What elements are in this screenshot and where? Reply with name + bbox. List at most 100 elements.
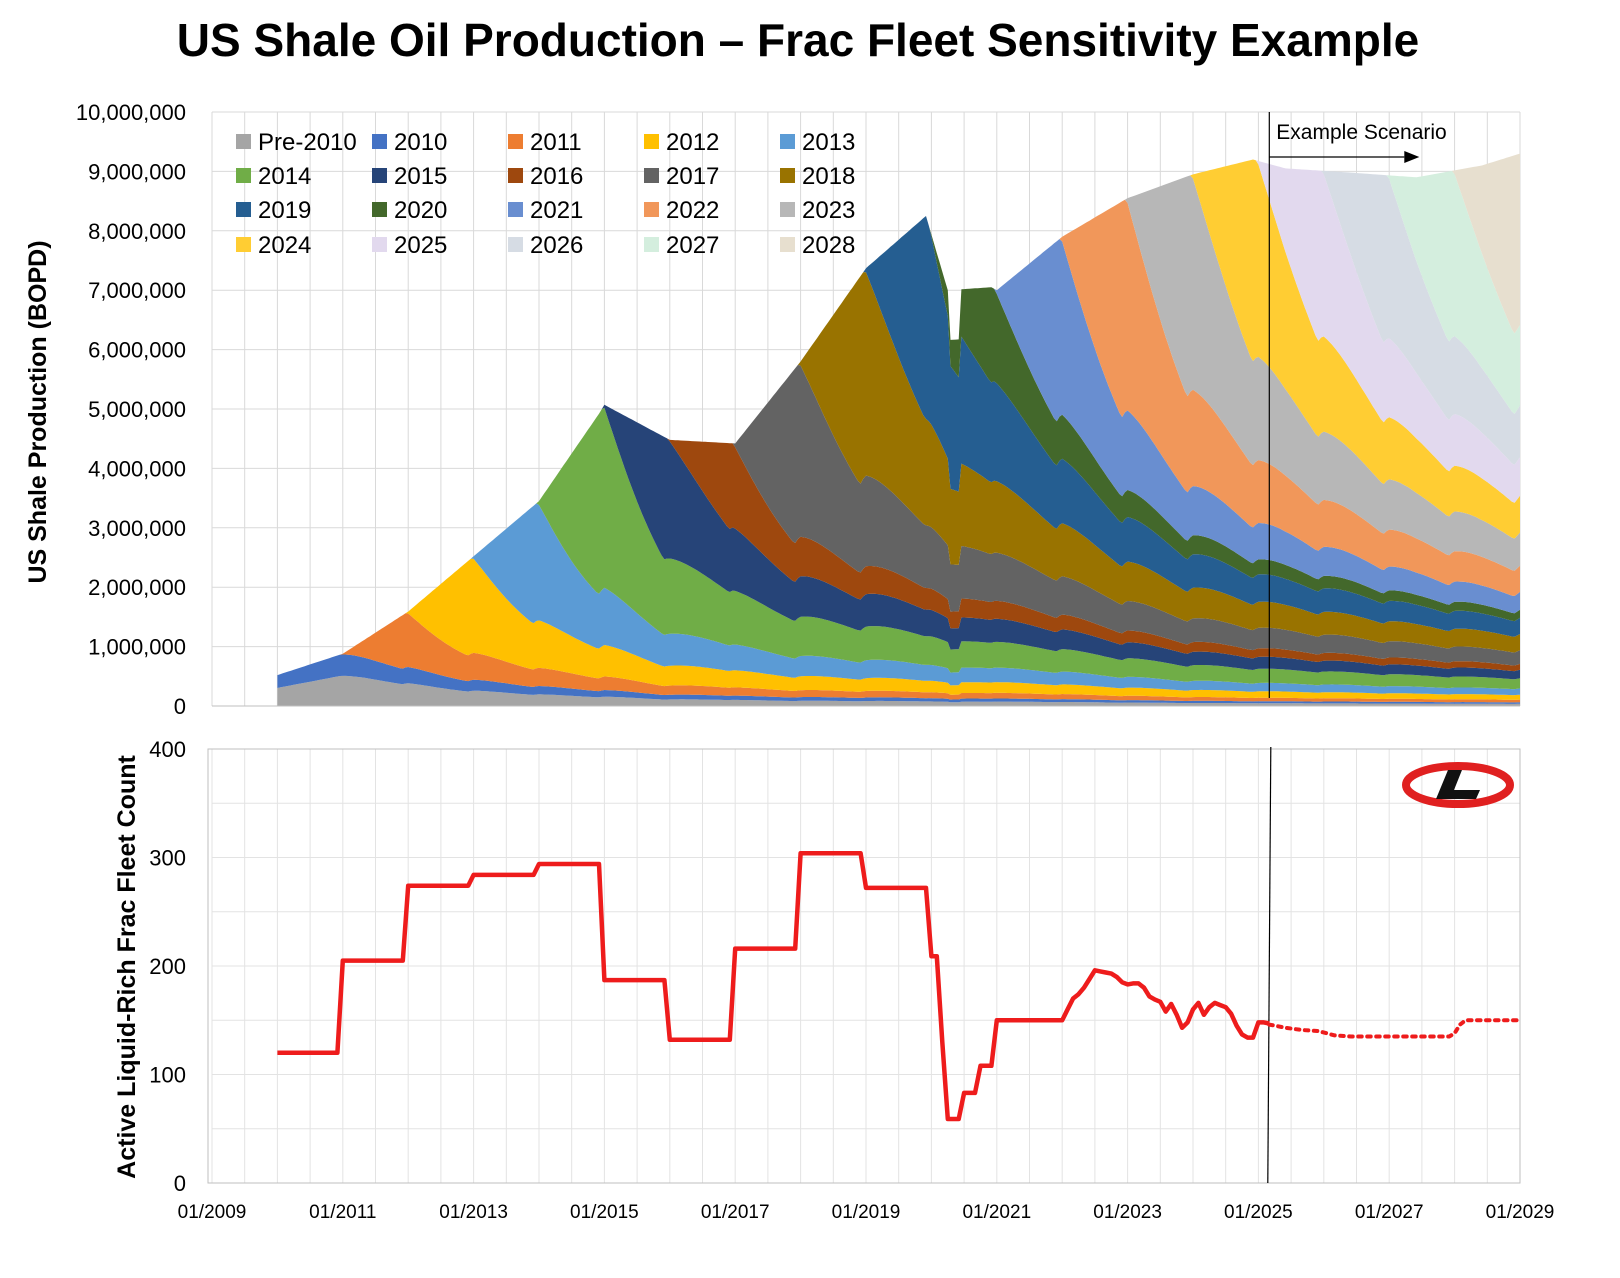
y-tick-label: 8,000,000 [88,219,186,244]
legend-entry-2026: 2026 [508,232,583,259]
scenario-divider-bottom [1267,746,1272,1184]
legend-label: 2021 [530,197,583,224]
y-tick-label: 10,000,000 [76,100,186,125]
legend-swatch [236,134,251,149]
legend-label: 2016 [530,163,583,190]
legend-entry-2027: 2027 [644,232,719,259]
legend-label: 2023 [802,197,855,224]
legend-label: Pre-2010 [258,129,357,156]
production-panel: 0 1,000,000 2,000,000 3,000,000 4,000,000 5,0… [24,100,1521,719]
area-cohort-2023 [277,175,1520,676]
legend-entry-2011: 2011 [508,129,582,156]
x-tick-label: 01/2021 [962,1202,1031,1223]
x-tick-label: 01/2023 [1093,1202,1162,1223]
legend-swatch [508,202,523,217]
fleet-x-tick-labels: 01/2009 01/2011 01/2013 01/2015 01/2017 01/20… [178,1202,1555,1223]
scenario-arrow-icon [1269,151,1420,163]
production-legend: Pre-2010 2010 2011 2012 2013 2014 2015 2016 2017… [236,129,855,259]
y-tick-label: 2,000,000 [88,575,186,600]
x-tick-label: 01/2019 [832,1202,901,1223]
y-tick-label: 200 [149,954,186,979]
legend-entry-2015: 2015 [372,163,447,190]
scenario-annotation: Example Scenario [1276,121,1446,144]
fleet-line-historical [277,850,1270,1122]
y-tick-label: 300 [149,846,186,871]
legend-label: 2015 [394,163,447,190]
legend-swatch [508,168,523,183]
legend-swatch [372,237,387,252]
legend-entry-2024: 2024 [236,232,311,259]
area-cohort-2010 [277,654,1520,704]
area-cohort-2013 [277,503,1520,696]
legend-entry-2022: 2022 [644,197,719,224]
legend-label: 2026 [530,232,583,259]
legend-swatch [780,168,795,183]
area-cohort-2019 [277,216,1520,676]
area-cohort-pre-2010 [277,675,1520,706]
legend-label: 2018 [802,163,855,190]
legend-swatch [644,202,659,217]
logo-letter-icon [1436,770,1480,799]
production-stacked-areas [212,153,1520,707]
legend-swatch [644,168,659,183]
y-tick-label: 9,000,000 [88,159,186,184]
x-tick-label: 01/2009 [178,1202,247,1223]
legend-label: 2028 [802,232,855,259]
legend-swatch [372,134,387,149]
area-cohort-2012 [277,558,1520,700]
legend-swatch [780,237,795,252]
x-tick-label: 01/2027 [1355,1202,1424,1223]
fleet-y-tick-labels: 0 100 200 300 400 [149,737,186,1196]
legend-swatch [508,237,523,252]
legend-entry-pre-2010: Pre-2010 [236,129,357,156]
legend-label: 2027 [666,232,719,259]
legend-entry-2019: 2019 [236,197,311,224]
legend-label: 2012 [666,129,719,156]
y-tick-label: 7,000,000 [88,278,186,303]
x-tick-label: 01/2029 [1486,1202,1555,1223]
legend-entry-2014: 2014 [236,163,311,190]
area-cohort-2017 [277,364,1520,676]
x-tick-label: 01/2015 [570,1202,639,1223]
legend-entry-2016: 2016 [508,163,583,190]
legend-swatch [780,134,795,149]
legend-entry-2012: 2012 [644,129,719,156]
legend-label: 2025 [394,232,447,259]
chart-title: US Shale Oil Production – Frac Fleet Sen… [177,14,1419,66]
fleet-count-lines [277,850,1522,1122]
legend-label: 2022 [666,197,719,224]
y-tick-label: 3,000,000 [88,516,186,541]
y-tick-label: 0 [174,1171,186,1196]
fleet-gridlines [207,748,1521,1184]
legend-entry-2025: 2025 [372,232,447,259]
legend-label: 2017 [666,163,719,190]
legend-entry-2010: 2010 [372,129,447,156]
legend-label: 2014 [258,163,311,190]
legend-entry-2021: 2021 [508,197,583,224]
area-cohort-2015 [277,404,1520,680]
legend-entry-2013: 2013 [780,129,855,156]
legend-swatch [644,237,659,252]
area-cohort-2026 [277,159,1520,676]
production-y-tick-labels: 0 1,000,000 2,000,000 3,000,000 4,000,000 5,0… [76,100,186,719]
arrow-head [1404,151,1420,163]
x-tick-label: 01/2013 [439,1202,508,1223]
legend-label: 2013 [802,129,855,156]
area-cohort-2018 [277,272,1520,676]
y-tick-label: 0 [174,694,186,719]
legend-swatch [236,202,251,217]
plot-frame [207,748,1521,1184]
y-tick-label: 5,000,000 [88,397,186,422]
x-tick-label: 01/2011 [309,1202,376,1223]
legend-entry-2020: 2020 [372,197,447,224]
legend-swatch [644,134,659,149]
legend-swatch [508,134,523,149]
legend-label: 2024 [258,232,311,259]
logo-ring-icon [1402,762,1514,808]
y-tick-label: 6,000,000 [88,338,186,363]
area-cohort-2014 [277,407,1520,690]
company-logo [1402,762,1514,808]
legend-swatch [236,168,251,183]
area-cohort-2011 [277,613,1520,703]
